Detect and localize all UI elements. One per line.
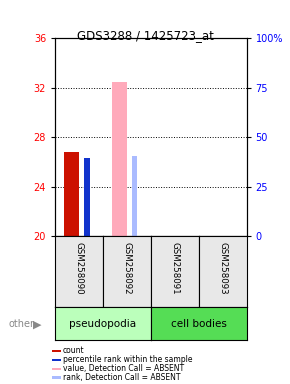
Text: other: other [9, 319, 35, 329]
Bar [84, 158, 90, 236]
Text: rank, Detection Call = ABSENT: rank, Detection Call = ABSENT [63, 373, 180, 382]
Bar [132, 156, 137, 236]
Bar [64, 152, 79, 236]
Text: percentile rank within the sample: percentile rank within the sample [63, 355, 192, 364]
Text: GSM258092: GSM258092 [122, 242, 131, 295]
Bar [180, 236, 185, 238]
Text: GSM258090: GSM258090 [75, 242, 84, 295]
Bar [52, 359, 61, 361]
Text: cell bodies: cell bodies [171, 318, 226, 329]
Bar [227, 236, 233, 238]
Text: GSM258093: GSM258093 [218, 242, 227, 295]
Text: pseudopodia: pseudopodia [69, 318, 137, 329]
Text: GDS3288 / 1425723_at: GDS3288 / 1425723_at [77, 29, 213, 42]
Text: value, Detection Call = ABSENT: value, Detection Call = ABSENT [63, 364, 184, 373]
Text: GSM258091: GSM258091 [170, 242, 179, 295]
Bar [52, 350, 61, 352]
Bar [112, 82, 127, 236]
Bar [52, 376, 61, 379]
Text: ▶: ▶ [33, 319, 42, 329]
Bar [52, 367, 61, 370]
Text: count: count [63, 346, 84, 356]
